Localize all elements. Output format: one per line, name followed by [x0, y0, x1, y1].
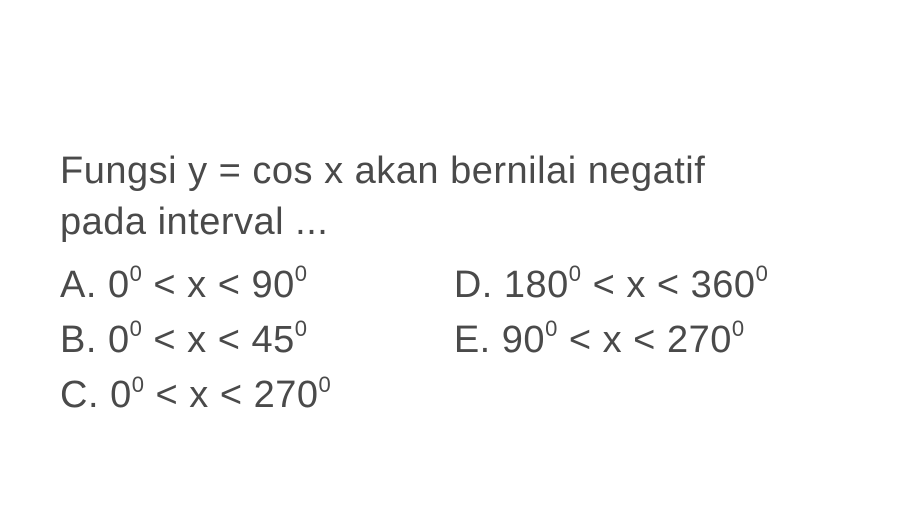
degree-symbol: 0: [569, 261, 582, 286]
degree-symbol: 0: [130, 316, 143, 341]
option-e-high: 270: [667, 319, 732, 361]
option-c-high: 270: [254, 374, 319, 416]
degree-symbol: 0: [130, 261, 143, 286]
options-container: A. 00 < x < 900 B. 00 < x < 450 C. 00 < …: [60, 258, 887, 423]
option-d-high: 360: [691, 264, 756, 306]
option-c: C. 00 < x < 2700: [60, 368, 454, 423]
option-d: D. 1800 < x < 3600: [454, 258, 887, 313]
option-b-label: B.: [60, 319, 97, 361]
option-a-high: 90: [251, 264, 294, 306]
question-text-line1: Fungsi y = cos x akan bernilai negatif: [60, 150, 887, 193]
option-a-low: 0: [108, 264, 130, 306]
option-a: A. 00 < x < 900: [60, 258, 454, 313]
options-column-left: A. 00 < x < 900 B. 00 < x < 450 C. 00 < …: [60, 258, 454, 423]
option-b: B. 00 < x < 450: [60, 313, 454, 368]
degree-symbol: 0: [132, 372, 145, 397]
option-d-label: D.: [454, 264, 493, 306]
option-c-label: C.: [60, 374, 99, 416]
degree-symbol: 0: [732, 316, 745, 341]
option-b-high: 45: [251, 319, 294, 361]
options-column-right: D. 1800 < x < 3600 E. 900 < x < 2700: [454, 258, 887, 423]
degree-symbol: 0: [295, 261, 308, 286]
option-e-label: E.: [454, 319, 491, 361]
question-block: Fungsi y = cos x akan bernilai negatif p…: [60, 150, 887, 423]
question-text-line2: pada interval ...: [60, 201, 887, 244]
option-c-low: 0: [110, 374, 132, 416]
option-e-low: 90: [502, 319, 545, 361]
option-d-low: 180: [504, 264, 569, 306]
degree-symbol: 0: [295, 316, 308, 341]
degree-symbol: 0: [545, 316, 558, 341]
option-b-low: 0: [108, 319, 130, 361]
option-e: E. 900 < x < 2700: [454, 313, 887, 368]
option-a-label: A.: [60, 264, 97, 306]
degree-symbol: 0: [756, 261, 769, 286]
degree-symbol: 0: [318, 372, 331, 397]
